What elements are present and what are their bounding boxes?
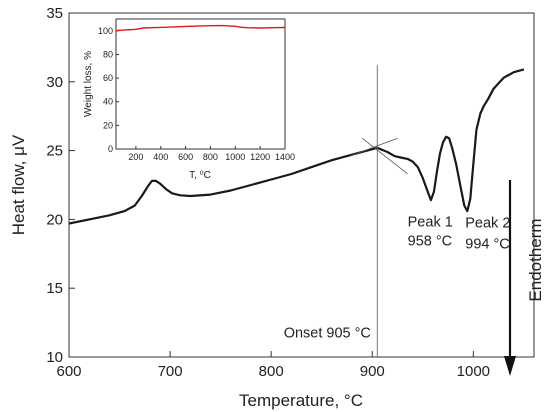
peak2-label: Peak 2 xyxy=(465,216,510,232)
endotherm-arrow-head xyxy=(504,356,516,376)
peak1-label: Peak 1 xyxy=(408,214,453,230)
x-tick-label: 800 xyxy=(203,152,218,162)
y-tick-label: 35 xyxy=(46,5,63,22)
onset-tangent-line-2 xyxy=(349,137,398,157)
inset-plot-frame xyxy=(115,18,286,150)
peak2-temperature-label: 994 °C xyxy=(465,236,510,252)
inset-y-axis-label: Weight loss, % xyxy=(83,51,94,117)
x-tick-label: 200 xyxy=(128,152,143,162)
y-tick-label: 15 xyxy=(46,280,63,297)
y-axis-label: Heat flow, μV xyxy=(9,134,28,235)
weight-loss-line xyxy=(115,24,286,32)
main-series-group xyxy=(68,68,525,225)
onset-label: Onset 905 °C xyxy=(284,326,371,342)
x-tick-label: 800 xyxy=(259,363,284,380)
y-tick-label: 60 xyxy=(103,73,113,83)
x-tick-label: 1200 xyxy=(250,152,270,162)
x-tick-label: 600 xyxy=(56,363,81,380)
x-tick-label: 1000 xyxy=(457,363,490,380)
y-tick-label: 10 xyxy=(46,349,63,366)
main-plot-frame xyxy=(68,12,535,358)
peak1-temperature-label: 958 °C xyxy=(408,234,453,250)
onset-tangent-line-1 xyxy=(361,137,408,175)
y-tick-label: 20 xyxy=(103,120,113,130)
y-tick-label: 100 xyxy=(98,26,113,36)
y-tick-label: 30 xyxy=(46,74,63,91)
inset-axis-ticks: 200 400 600 800 1000 1200 1400 0 20 40 60 80 100 xyxy=(98,26,295,162)
y-tick-label: 20 xyxy=(46,211,63,228)
x-tick-label: 900 xyxy=(360,363,385,380)
heat-flow-line xyxy=(68,68,525,225)
x-tick-label: 600 xyxy=(178,152,193,162)
endotherm-label: Endotherm xyxy=(526,218,545,301)
x-tick-label: 700 xyxy=(158,363,183,380)
y-tick-label: 40 xyxy=(103,97,113,107)
inset-x-axis-label: T, ⁰C xyxy=(189,170,211,181)
y-tick-label: 80 xyxy=(103,49,113,59)
y-tick-label: 25 xyxy=(46,143,63,160)
x-tick-label: 1400 xyxy=(275,152,295,162)
x-tick-label: 1000 xyxy=(225,152,245,162)
inset-series-group xyxy=(115,24,286,32)
x-tick-label: 400 xyxy=(153,152,168,162)
x-axis-label: Temperature, °C xyxy=(239,391,363,410)
y-tick-label: 0 xyxy=(108,144,113,154)
